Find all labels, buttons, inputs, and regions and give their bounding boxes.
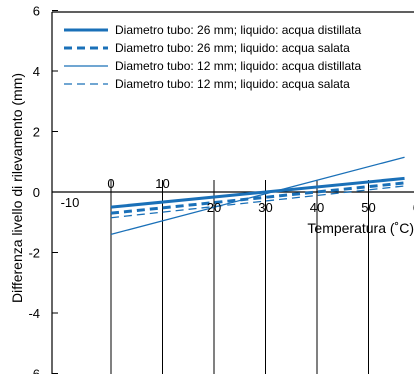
legend-label: Diametro tubo: 26 mm; liquido: acqua dis…: [115, 23, 361, 37]
legend-label: Diametro tubo: 26 mm; liquido: acqua sal…: [115, 41, 350, 55]
y-tick-label: -2: [28, 246, 40, 261]
x-tick-label: -10: [61, 195, 80, 210]
legend: Diametro tubo: 26 mm; liquido: acqua dis…: [64, 23, 361, 91]
y-tick-label: 2: [33, 125, 40, 140]
x-tick-label: 40: [310, 200, 324, 215]
axes: [51, 10, 414, 374]
y-tick-label: 4: [33, 64, 40, 79]
series-line-1: [110, 176, 405, 209]
x-tick-label: 50: [361, 200, 375, 215]
y-tick-label: 0: [33, 185, 40, 200]
y-tick-label: -6: [28, 367, 40, 374]
x-tick-label: 20: [207, 200, 221, 215]
x-tick-label: 60: [413, 200, 414, 215]
x-tick-label: 0: [107, 176, 114, 191]
x-tick-label: 30: [258, 200, 272, 215]
legend-label: Diametro tubo: 12 mm; liquido: acqua dis…: [115, 59, 361, 73]
series-line-4: [110, 185, 405, 219]
x-tick-label: 10: [155, 176, 169, 191]
y-tick-label: 6: [33, 4, 40, 19]
x-axis-label: Temperatura (˚C): [307, 220, 414, 236]
y-tick-label: -4: [28, 306, 40, 321]
grid-lines: [110, 180, 369, 374]
legend-label: Diametro tubo: 12 mm; liquido: acqua sal…: [115, 77, 350, 91]
y-axis-label: Differenza livello di rilevamento (mm): [9, 73, 25, 303]
series-lines: [110, 156, 405, 235]
series-line-2: [110, 181, 405, 215]
series-line-3: [110, 156, 405, 235]
